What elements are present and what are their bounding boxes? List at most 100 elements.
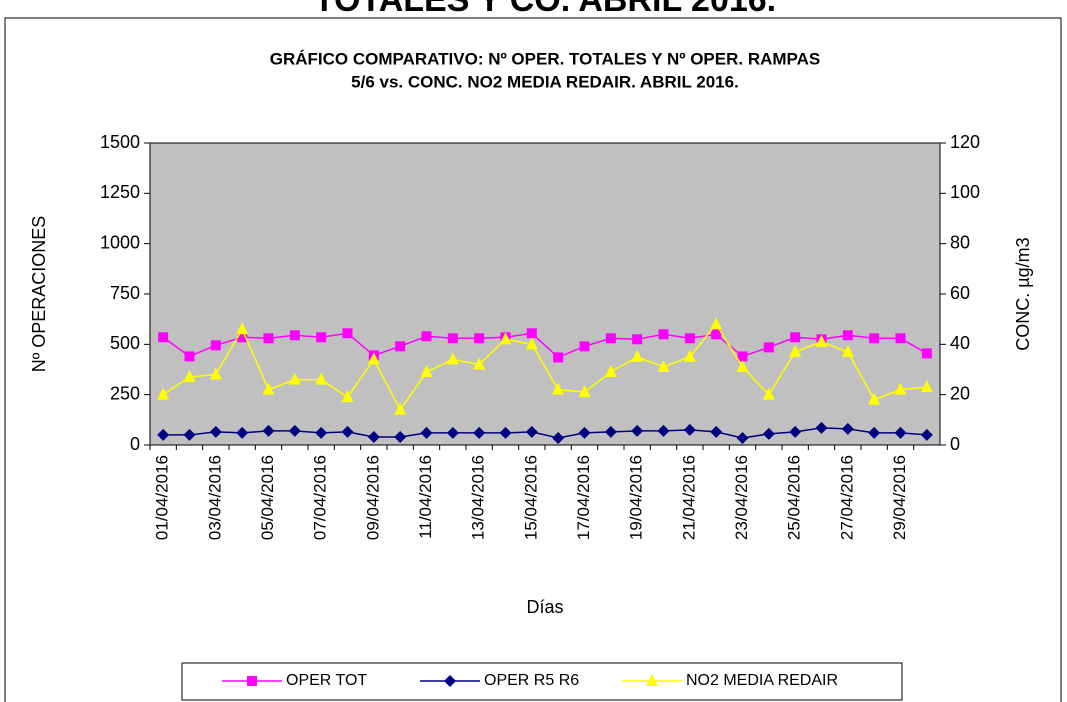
x-tick-label: 23/04/2016 xyxy=(732,455,751,540)
marker xyxy=(552,382,565,395)
marker xyxy=(578,385,591,398)
marker xyxy=(446,352,459,365)
marker xyxy=(604,365,617,378)
marker xyxy=(288,424,301,437)
marker xyxy=(394,402,407,415)
legend-label: NO2 MEDIA REDAIR xyxy=(686,672,838,689)
x-tick-label: 07/04/2016 xyxy=(311,455,330,540)
y-tick-label: 0 xyxy=(130,434,140,454)
marker xyxy=(657,359,670,372)
legend-marker xyxy=(444,675,456,687)
x-axis-label: Días xyxy=(526,597,563,617)
marker xyxy=(553,352,564,363)
marker xyxy=(447,333,458,344)
marker xyxy=(710,425,723,438)
legend-marker xyxy=(646,674,658,686)
marker xyxy=(578,426,591,439)
marker xyxy=(841,422,854,435)
marker xyxy=(499,426,512,439)
legend-label: OPER TOT xyxy=(286,672,367,689)
marker xyxy=(421,331,432,342)
marker xyxy=(869,333,880,344)
marker xyxy=(342,328,353,339)
marker xyxy=(683,423,696,436)
legend-marker xyxy=(247,676,257,686)
x-tick-label: 21/04/2016 xyxy=(679,455,698,540)
page-heading: TOTALES Y CO. ABRIL 2016. xyxy=(314,0,776,19)
marker xyxy=(394,430,407,443)
chart-title: 5/6 vs. CONC. NO2 MEDIA REDAIR. ABRIL 20… xyxy=(351,72,739,91)
x-tick-label: 03/04/2016 xyxy=(205,455,224,540)
marker xyxy=(632,334,643,345)
x-tick-label: 11/04/2016 xyxy=(416,455,435,539)
marker xyxy=(815,334,828,347)
marker xyxy=(315,426,328,439)
marker xyxy=(790,332,801,343)
marker xyxy=(420,365,433,378)
marker xyxy=(184,351,195,362)
y2-tick-label: 80 xyxy=(950,232,970,252)
legend xyxy=(181,662,903,701)
y2-axis-label: CONC. µg/m3 xyxy=(1013,237,1033,350)
marker xyxy=(579,341,590,352)
marker xyxy=(762,427,775,440)
y2-tick-label: 40 xyxy=(950,333,970,353)
marker xyxy=(631,424,644,437)
marker xyxy=(473,426,486,439)
marker xyxy=(736,431,749,444)
marker xyxy=(604,425,617,438)
y2-tick-label: 60 xyxy=(950,283,970,303)
marker xyxy=(183,370,196,383)
marker xyxy=(499,332,512,345)
marker xyxy=(420,426,433,439)
marker xyxy=(658,329,669,340)
marker xyxy=(737,351,748,362)
marker xyxy=(209,367,222,380)
marker xyxy=(446,426,459,439)
marker xyxy=(315,372,328,385)
marker xyxy=(895,333,906,344)
marker xyxy=(367,430,380,443)
marker xyxy=(236,322,249,335)
x-tick-label: 27/04/2016 xyxy=(837,455,856,540)
marker xyxy=(683,349,696,362)
y-axis-label: Nº OPERACIONES xyxy=(29,216,49,373)
marker xyxy=(183,428,196,441)
marker xyxy=(815,421,828,434)
y2-tick-label: 120 xyxy=(950,132,980,152)
marker xyxy=(841,344,854,357)
marker xyxy=(789,344,802,357)
marker xyxy=(474,333,485,344)
marker xyxy=(762,387,775,400)
marker xyxy=(657,424,670,437)
x-tick-label: 01/04/2016 xyxy=(153,455,172,540)
marker xyxy=(552,431,565,444)
x-tick-label: 05/04/2016 xyxy=(258,455,277,540)
marker xyxy=(237,332,248,343)
x-tick-label: 17/04/2016 xyxy=(574,455,593,540)
x-tick-label: 25/04/2016 xyxy=(785,455,804,540)
marker xyxy=(341,425,354,438)
marker xyxy=(684,333,695,344)
marker xyxy=(210,340,221,351)
marker xyxy=(921,348,932,359)
y-tick-label: 750 xyxy=(110,283,140,303)
marker xyxy=(236,426,249,439)
marker xyxy=(920,380,933,393)
marker xyxy=(209,425,222,438)
marker xyxy=(868,392,881,405)
legend-label: OPER R5 R6 xyxy=(484,672,579,689)
plot-area xyxy=(149,142,941,446)
marker xyxy=(341,390,354,403)
marker xyxy=(473,357,486,370)
marker xyxy=(525,425,538,438)
marker xyxy=(262,382,275,395)
marker xyxy=(631,349,644,362)
marker xyxy=(525,337,538,350)
y2-tick-label: 20 xyxy=(950,383,970,403)
marker xyxy=(158,332,169,343)
y-tick-label: 250 xyxy=(110,383,140,403)
marker xyxy=(157,387,170,400)
marker xyxy=(920,428,933,441)
